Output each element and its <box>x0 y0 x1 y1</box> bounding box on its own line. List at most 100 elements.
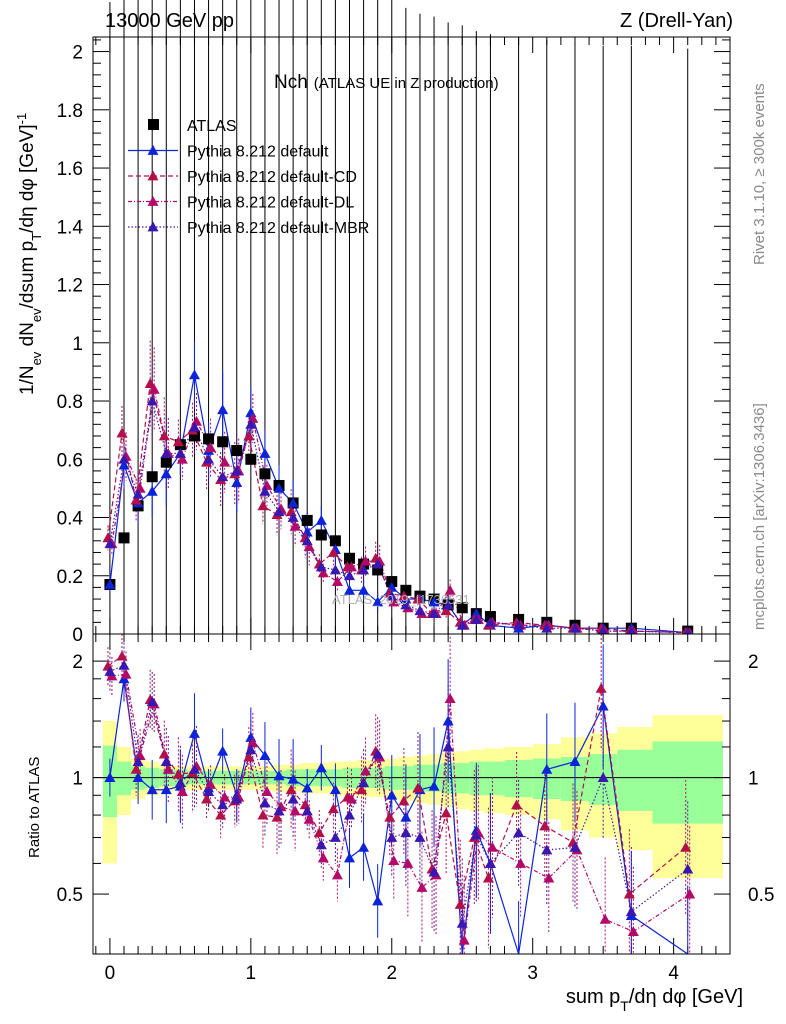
y-tick-label: 0.6 <box>57 450 83 471</box>
atlas-point <box>513 613 525 625</box>
ratio-point <box>176 786 188 796</box>
ratio-point <box>201 793 213 804</box>
ratio-point <box>372 895 384 906</box>
ratio-point <box>327 803 339 814</box>
ratio-point <box>680 841 692 852</box>
pythia-point <box>345 561 357 572</box>
y-tick-label: 0.8 <box>57 392 83 413</box>
ratio-y-tick-label: 1 <box>72 769 83 790</box>
pythia-point <box>144 378 156 388</box>
atlas-point <box>188 430 200 442</box>
pythia-point <box>625 625 637 636</box>
ratio-series-line <box>109 678 689 955</box>
ratio-point <box>386 832 398 842</box>
pythia-point <box>188 421 200 432</box>
ratio-point <box>271 811 283 822</box>
atlas-point <box>146 471 158 483</box>
ratio-point <box>158 748 170 759</box>
pythia-point <box>219 456 231 467</box>
pythia-point <box>160 468 172 479</box>
ratio-series-line <box>111 673 691 941</box>
pythia-point <box>428 596 440 607</box>
pythia-point <box>231 477 243 487</box>
atlas-point <box>259 468 271 480</box>
pythia-point <box>372 596 384 607</box>
ratio-point <box>484 857 496 868</box>
ratio-point <box>313 827 325 838</box>
ratio-point <box>482 872 494 883</box>
ratio-point <box>541 763 553 774</box>
ratio-point <box>287 793 299 804</box>
ratio-point <box>543 872 555 883</box>
x-tick-label: 0 <box>105 963 116 984</box>
ratio-point <box>188 763 200 774</box>
pythia-point <box>444 584 456 595</box>
atlas-point <box>160 456 172 468</box>
ratio-point <box>515 857 527 868</box>
pythia-point <box>118 459 130 470</box>
pythia-point <box>176 453 188 464</box>
pythia-point <box>343 570 355 581</box>
ratio-point <box>132 756 144 766</box>
atlas-point <box>329 535 341 547</box>
ratio-point <box>219 791 231 802</box>
ratio-point <box>243 751 255 762</box>
pythia-point <box>470 613 482 624</box>
x-tick-label: 4 <box>668 963 679 984</box>
analysis-watermark: ATLAS_2019_I1736531 <box>332 592 470 607</box>
pythia-point <box>569 622 581 633</box>
ratio-point <box>569 841 581 852</box>
pythia-point <box>174 447 186 458</box>
pythia-point <box>428 608 440 619</box>
ratio-point <box>400 811 412 822</box>
pythia-point <box>148 383 160 394</box>
ratio-point <box>160 784 172 795</box>
ratio-point <box>104 665 116 676</box>
pythia-point <box>132 488 144 499</box>
ratio-point <box>416 881 428 892</box>
pythia-point <box>158 430 170 441</box>
rivet-version-label: Rivet 3.1.10, ≥ 300k events <box>751 83 768 265</box>
ratio-point <box>132 772 144 782</box>
ratio-point <box>130 763 142 774</box>
ratio-point <box>188 727 200 738</box>
legend-marker <box>148 119 159 130</box>
pythia-point <box>188 369 200 380</box>
ratio-y-axis-label: Ratio to ATLAS <box>26 757 43 858</box>
ratio-point <box>625 906 637 917</box>
pythia-point <box>205 442 217 453</box>
ratio-point <box>597 700 609 711</box>
pythia-point <box>360 555 372 566</box>
inner-band <box>116 761 132 796</box>
pythia-point <box>315 514 327 525</box>
ratio-point <box>682 863 694 874</box>
pythia-point <box>343 584 355 595</box>
x-tick-label: 1 <box>246 963 257 984</box>
ratio-point <box>172 768 184 779</box>
ratio-point <box>259 750 271 760</box>
pythia-point <box>484 616 496 627</box>
ratio-point <box>356 784 368 795</box>
ratio-point <box>428 866 440 877</box>
pythia-point <box>243 430 255 441</box>
y-tick-label: 1 <box>72 334 83 355</box>
pythia-point <box>217 404 229 415</box>
ratio-y-tick-label-right: 0.5 <box>748 885 774 906</box>
pythia-point <box>160 447 172 458</box>
process-label: Z (Drell-Yan) <box>620 10 733 32</box>
pythia-point <box>259 447 271 458</box>
inner-band <box>455 763 470 794</box>
pythia-point <box>273 506 285 517</box>
ratio-point <box>599 913 611 924</box>
ratio-point <box>273 770 285 781</box>
ratio-point <box>627 926 639 936</box>
ratio-point <box>458 934 470 945</box>
plot-title: Nch (ATLAS UE in Z production) <box>274 72 499 93</box>
pythia-point <box>217 471 229 482</box>
pythia-point <box>398 590 410 601</box>
ratio-point <box>303 813 315 824</box>
ratio-point <box>289 805 301 816</box>
atlas-point <box>118 532 130 544</box>
ratio-y-tick-label: 0.5 <box>57 885 83 906</box>
